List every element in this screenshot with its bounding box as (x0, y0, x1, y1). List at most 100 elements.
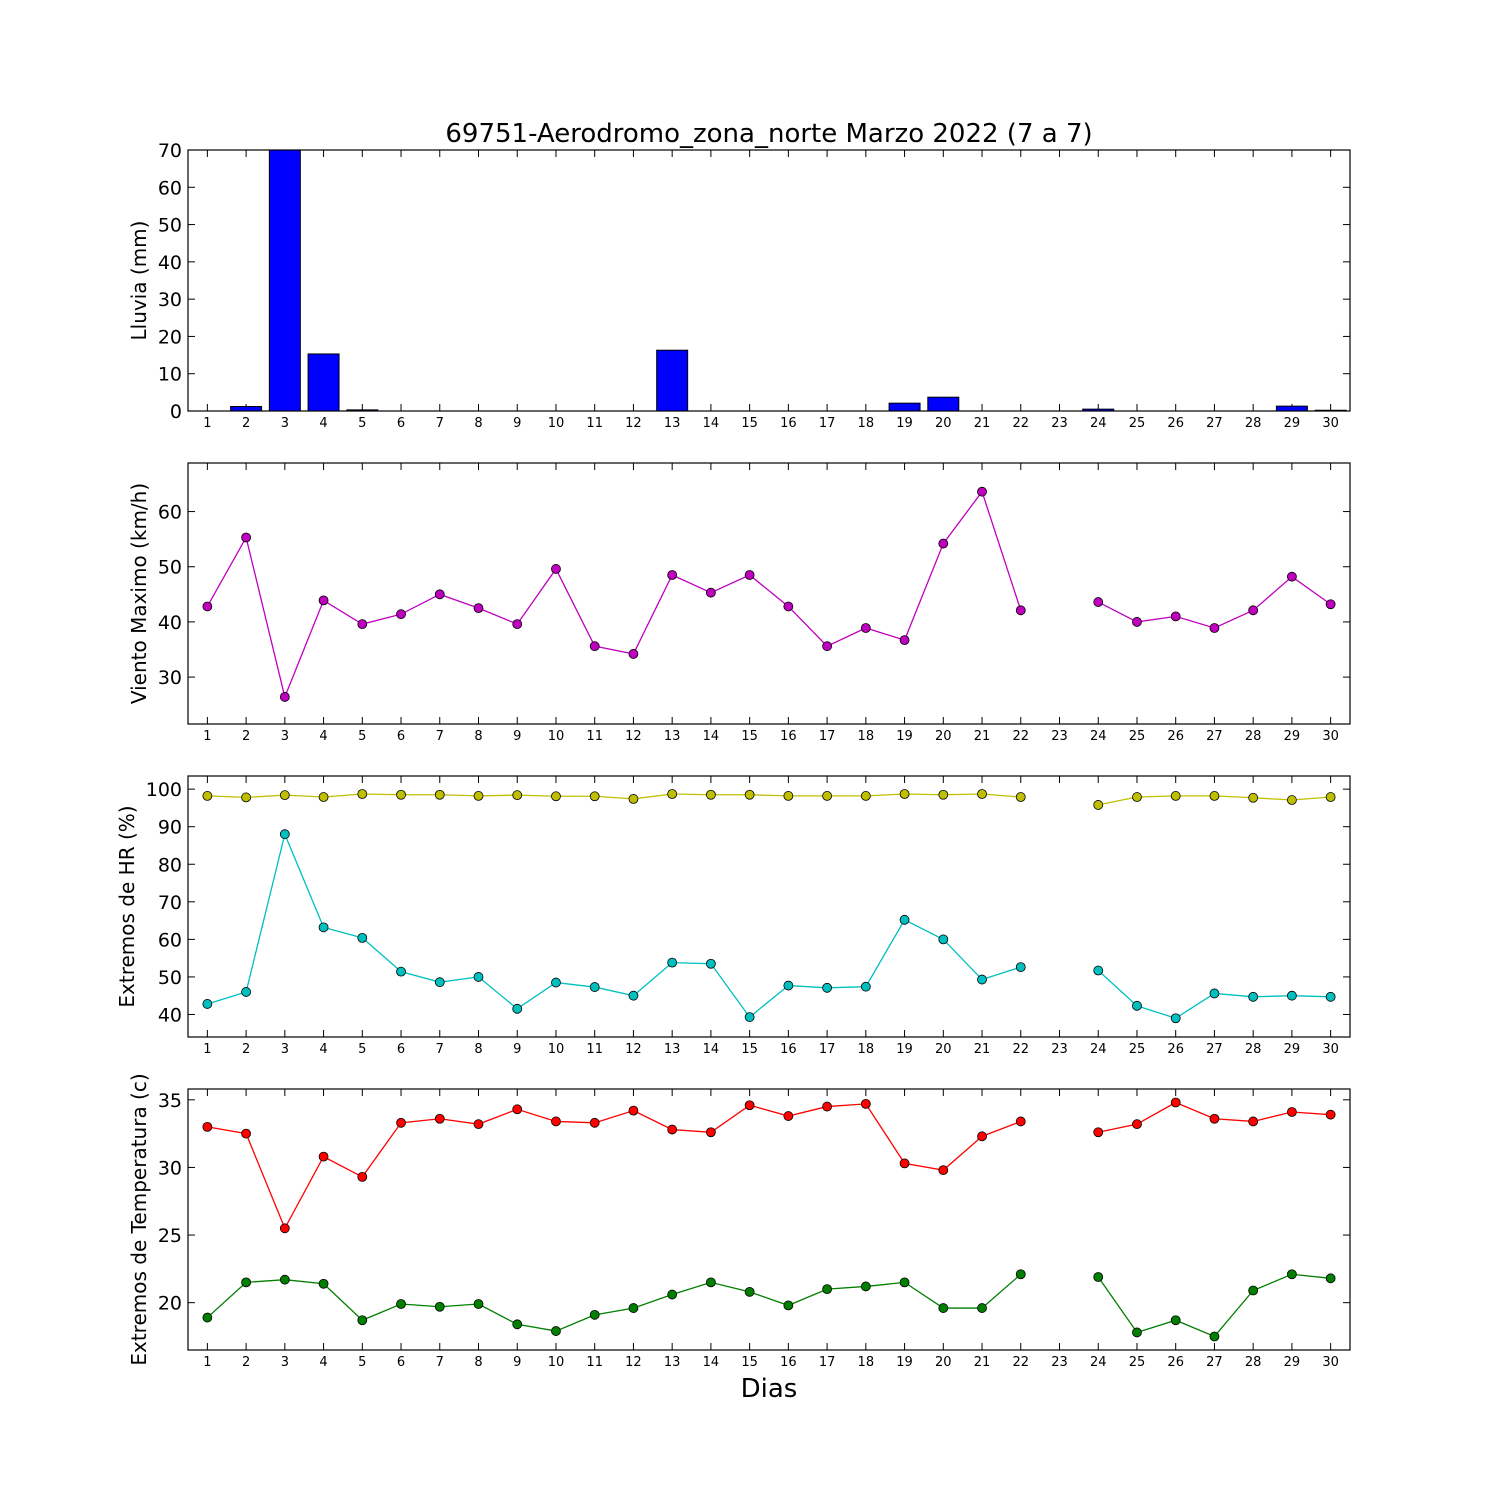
point-series-2-day-10 (551, 977, 561, 988)
point-series-1-day-5 (357, 789, 368, 799)
point-series-1-day-9 (512, 790, 523, 801)
x-tick-label: 17 (819, 1042, 836, 1057)
y-tick-label: 40 (158, 1004, 182, 1026)
point-series-1-day-4 (318, 1151, 329, 1162)
y-tick-label: 50 (158, 967, 182, 989)
x-tick-label: 11 (586, 1355, 603, 1370)
point-series-1-day-17 (822, 1101, 832, 1112)
y-tick-label: 80 (158, 854, 182, 876)
point-series-2-day-9 (512, 1003, 523, 1014)
point-series-1-day-30 (1325, 599, 1336, 610)
series-line-4-1 (207, 1103, 1021, 1230)
point-series-1-day-1 (202, 601, 213, 612)
point-series-1-day-30 (1325, 792, 1336, 802)
x-tick-label: 12 (625, 416, 642, 431)
point-series-1-day-26 (1170, 791, 1181, 801)
x-tick-label: 22 (1012, 1042, 1029, 1057)
point-series-1-day-17 (822, 791, 832, 801)
x-tick-label: 13 (664, 416, 681, 431)
x-tick-label: 18 (858, 1355, 875, 1370)
x-tick-label: 6 (397, 1042, 405, 1057)
point-series-2-day-26 (1170, 1013, 1181, 1024)
x-tick-label: 2 (242, 1042, 250, 1057)
x-tick-label: 11 (586, 416, 603, 431)
x-tick-label: 8 (474, 1042, 482, 1057)
point-series-2-day-6 (396, 966, 406, 977)
plot-area-4 (188, 1089, 1350, 1350)
x-tick-label: 3 (281, 1042, 289, 1057)
series-line-2-1 (206, 490, 1022, 700)
point-series-1-day-25 (1132, 792, 1142, 802)
x-tick-label: 8 (474, 1355, 482, 1370)
point-series-2-day-5 (357, 932, 368, 943)
point-series-2-day-1 (202, 1312, 213, 1323)
plot-frame-1 (187, 149, 1351, 412)
x-tick-label: 16 (780, 729, 797, 744)
x-tick-label: 22 (1012, 729, 1029, 744)
x-tick-label: 20 (935, 1355, 952, 1370)
point-series-1-day-10 (551, 1116, 561, 1127)
point-series-1-day-24 (1093, 597, 1104, 607)
x-tick-label: 21 (974, 729, 991, 744)
point-series-2-day-12 (628, 1303, 639, 1313)
point-series-1-day-22 (1015, 1116, 1026, 1127)
bar-day-4 (307, 353, 340, 412)
point-series-2-day-14 (706, 958, 716, 969)
point-series-2-day-30 (1325, 991, 1336, 1002)
y-axis-label-1: Lluvia (mm) (127, 221, 151, 341)
x-tick-label: 23 (1051, 1355, 1068, 1370)
x-tick-label: 22 (1012, 416, 1029, 431)
bar-day-29 (1275, 405, 1308, 412)
x-tick-label: 15 (741, 1355, 758, 1370)
point-series-1-day-3 (279, 790, 290, 801)
point-series-1-day-17 (822, 641, 832, 652)
bar-day-20 (927, 396, 960, 412)
point-series-1-day-11 (589, 791, 600, 802)
chart-title: 69751-Aerodromo_zona_norte Marzo 2022 (7… (445, 119, 1092, 149)
x-tick-label: 21 (974, 1355, 991, 1370)
point-series-1-day-16 (783, 1111, 794, 1121)
x-tick-label: 28 (1245, 416, 1262, 431)
point-series-2-day-15 (744, 1012, 755, 1022)
x-tick-label: 20 (935, 416, 952, 431)
point-series-2-day-18 (860, 1281, 871, 1292)
point-series-1-day-21 (977, 1131, 987, 1142)
point-series-2-day-29 (1287, 990, 1297, 1001)
point-series-1-day-16 (783, 791, 794, 801)
point-series-2-day-28 (1248, 991, 1259, 1002)
x-tick-label: 19 (896, 416, 913, 431)
x-tick-label: 4 (319, 1355, 327, 1370)
y-tick-label: 20 (158, 326, 182, 348)
x-tick-label: 16 (780, 1042, 797, 1057)
x-tick-label: 30 (1322, 729, 1339, 744)
bar-day-13 (656, 349, 689, 412)
x-tick-label: 15 (741, 416, 758, 431)
x-tick-label: 5 (358, 729, 366, 744)
x-tick-label: 1 (203, 416, 211, 431)
x-tick-label: 24 (1090, 1355, 1107, 1370)
point-series-1-day-8 (473, 1119, 484, 1130)
point-series-2-day-11 (589, 1309, 600, 1320)
x-tick-label: 25 (1129, 416, 1146, 431)
point-series-1-day-27 (1209, 791, 1220, 801)
point-series-1-day-12 (628, 794, 639, 804)
x-tick-label: 15 (741, 1042, 758, 1057)
point-series-1-day-7 (434, 589, 445, 600)
y-tick-label: 70 (158, 892, 182, 914)
x-tick-label: 20 (935, 1042, 952, 1057)
point-series-1-day-9 (512, 1104, 523, 1115)
x-tick-label: 27 (1206, 1042, 1223, 1057)
y-tick-label: 50 (158, 215, 182, 237)
x-tick-label: 30 (1322, 416, 1339, 431)
x-tick-label: 2 (242, 729, 250, 744)
point-series-2-day-16 (783, 980, 794, 991)
point-series-1-day-15 (744, 789, 755, 800)
point-series-2-day-28 (1248, 1285, 1259, 1296)
x-tick-label: 24 (1090, 729, 1107, 744)
x-tick-label: 4 (319, 416, 327, 431)
x-tick-label: 9 (513, 416, 521, 431)
point-series-1-day-15 (744, 1100, 755, 1111)
